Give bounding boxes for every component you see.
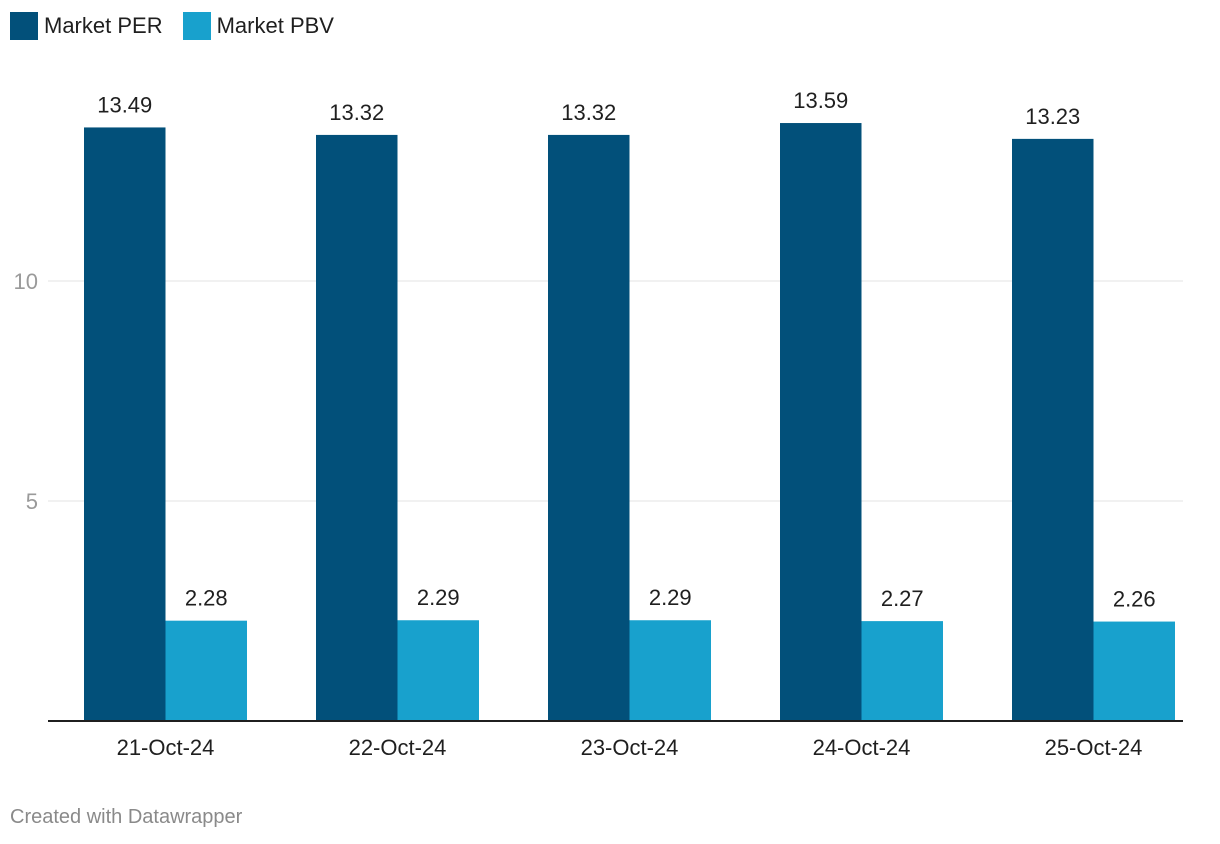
y-tick-label-10: 10 [14,269,38,294]
data-label-market-pbv-23-oct-24: 2.29 [649,585,692,610]
data-label-market-pbv-21-oct-24: 2.28 [185,586,228,611]
y-tick-label-5: 5 [26,489,38,514]
data-label-market-per-25-oct-24: 13.23 [1025,104,1080,129]
bar-market-per-25-oct-24 [1012,138,1094,721]
chart-legend: Market PER Market PBV [10,12,354,40]
legend-item-market-pbv: Market PBV [182,12,334,40]
bar-market-per-22-oct-24 [316,134,398,722]
data-label-market-pbv-24-oct-24: 2.27 [881,586,924,611]
bar-market-per-23-oct-24 [548,134,630,722]
bar-market-pbv-21-oct-24 [165,620,247,721]
x-tick-label-24-oct-24: 24-Oct-24 [813,735,911,760]
legend-label-market-per: Market PER [44,13,163,38]
legend-item-market-per: Market PER [10,12,163,40]
x-tick-label-21-oct-24: 21-Oct-24 [117,735,215,760]
bar-market-pbv-23-oct-24 [629,620,711,721]
bar-market-per-24-oct-24 [780,123,862,722]
x-tick-label-25-oct-24: 25-Oct-24 [1045,735,1143,760]
data-label-market-per-24-oct-24: 13.59 [793,88,848,113]
data-label-market-pbv-25-oct-24: 2.26 [1113,587,1156,612]
bar-market-per-21-oct-24 [84,127,166,721]
x-tick-label-23-oct-24: 23-Oct-24 [581,735,679,760]
data-label-market-pbv-22-oct-24: 2.29 [417,585,460,610]
data-label-market-per-21-oct-24: 13.49 [97,92,152,117]
data-label-market-per-23-oct-24: 13.32 [561,100,616,125]
legend-label-market-pbv: Market PBV [216,13,334,38]
credit-footer: Created with Datawrapper [10,806,243,828]
x-tick-label-22-oct-24: 22-Oct-24 [349,735,447,760]
bar-market-pbv-25-oct-24 [1093,621,1175,721]
data-label-market-per-22-oct-24: 13.32 [329,100,384,125]
legend-swatch-market-per [10,12,38,40]
bar-market-pbv-22-oct-24 [397,620,479,721]
legend-swatch-market-pbv [182,12,211,40]
bar-market-pbv-24-oct-24 [861,621,943,721]
